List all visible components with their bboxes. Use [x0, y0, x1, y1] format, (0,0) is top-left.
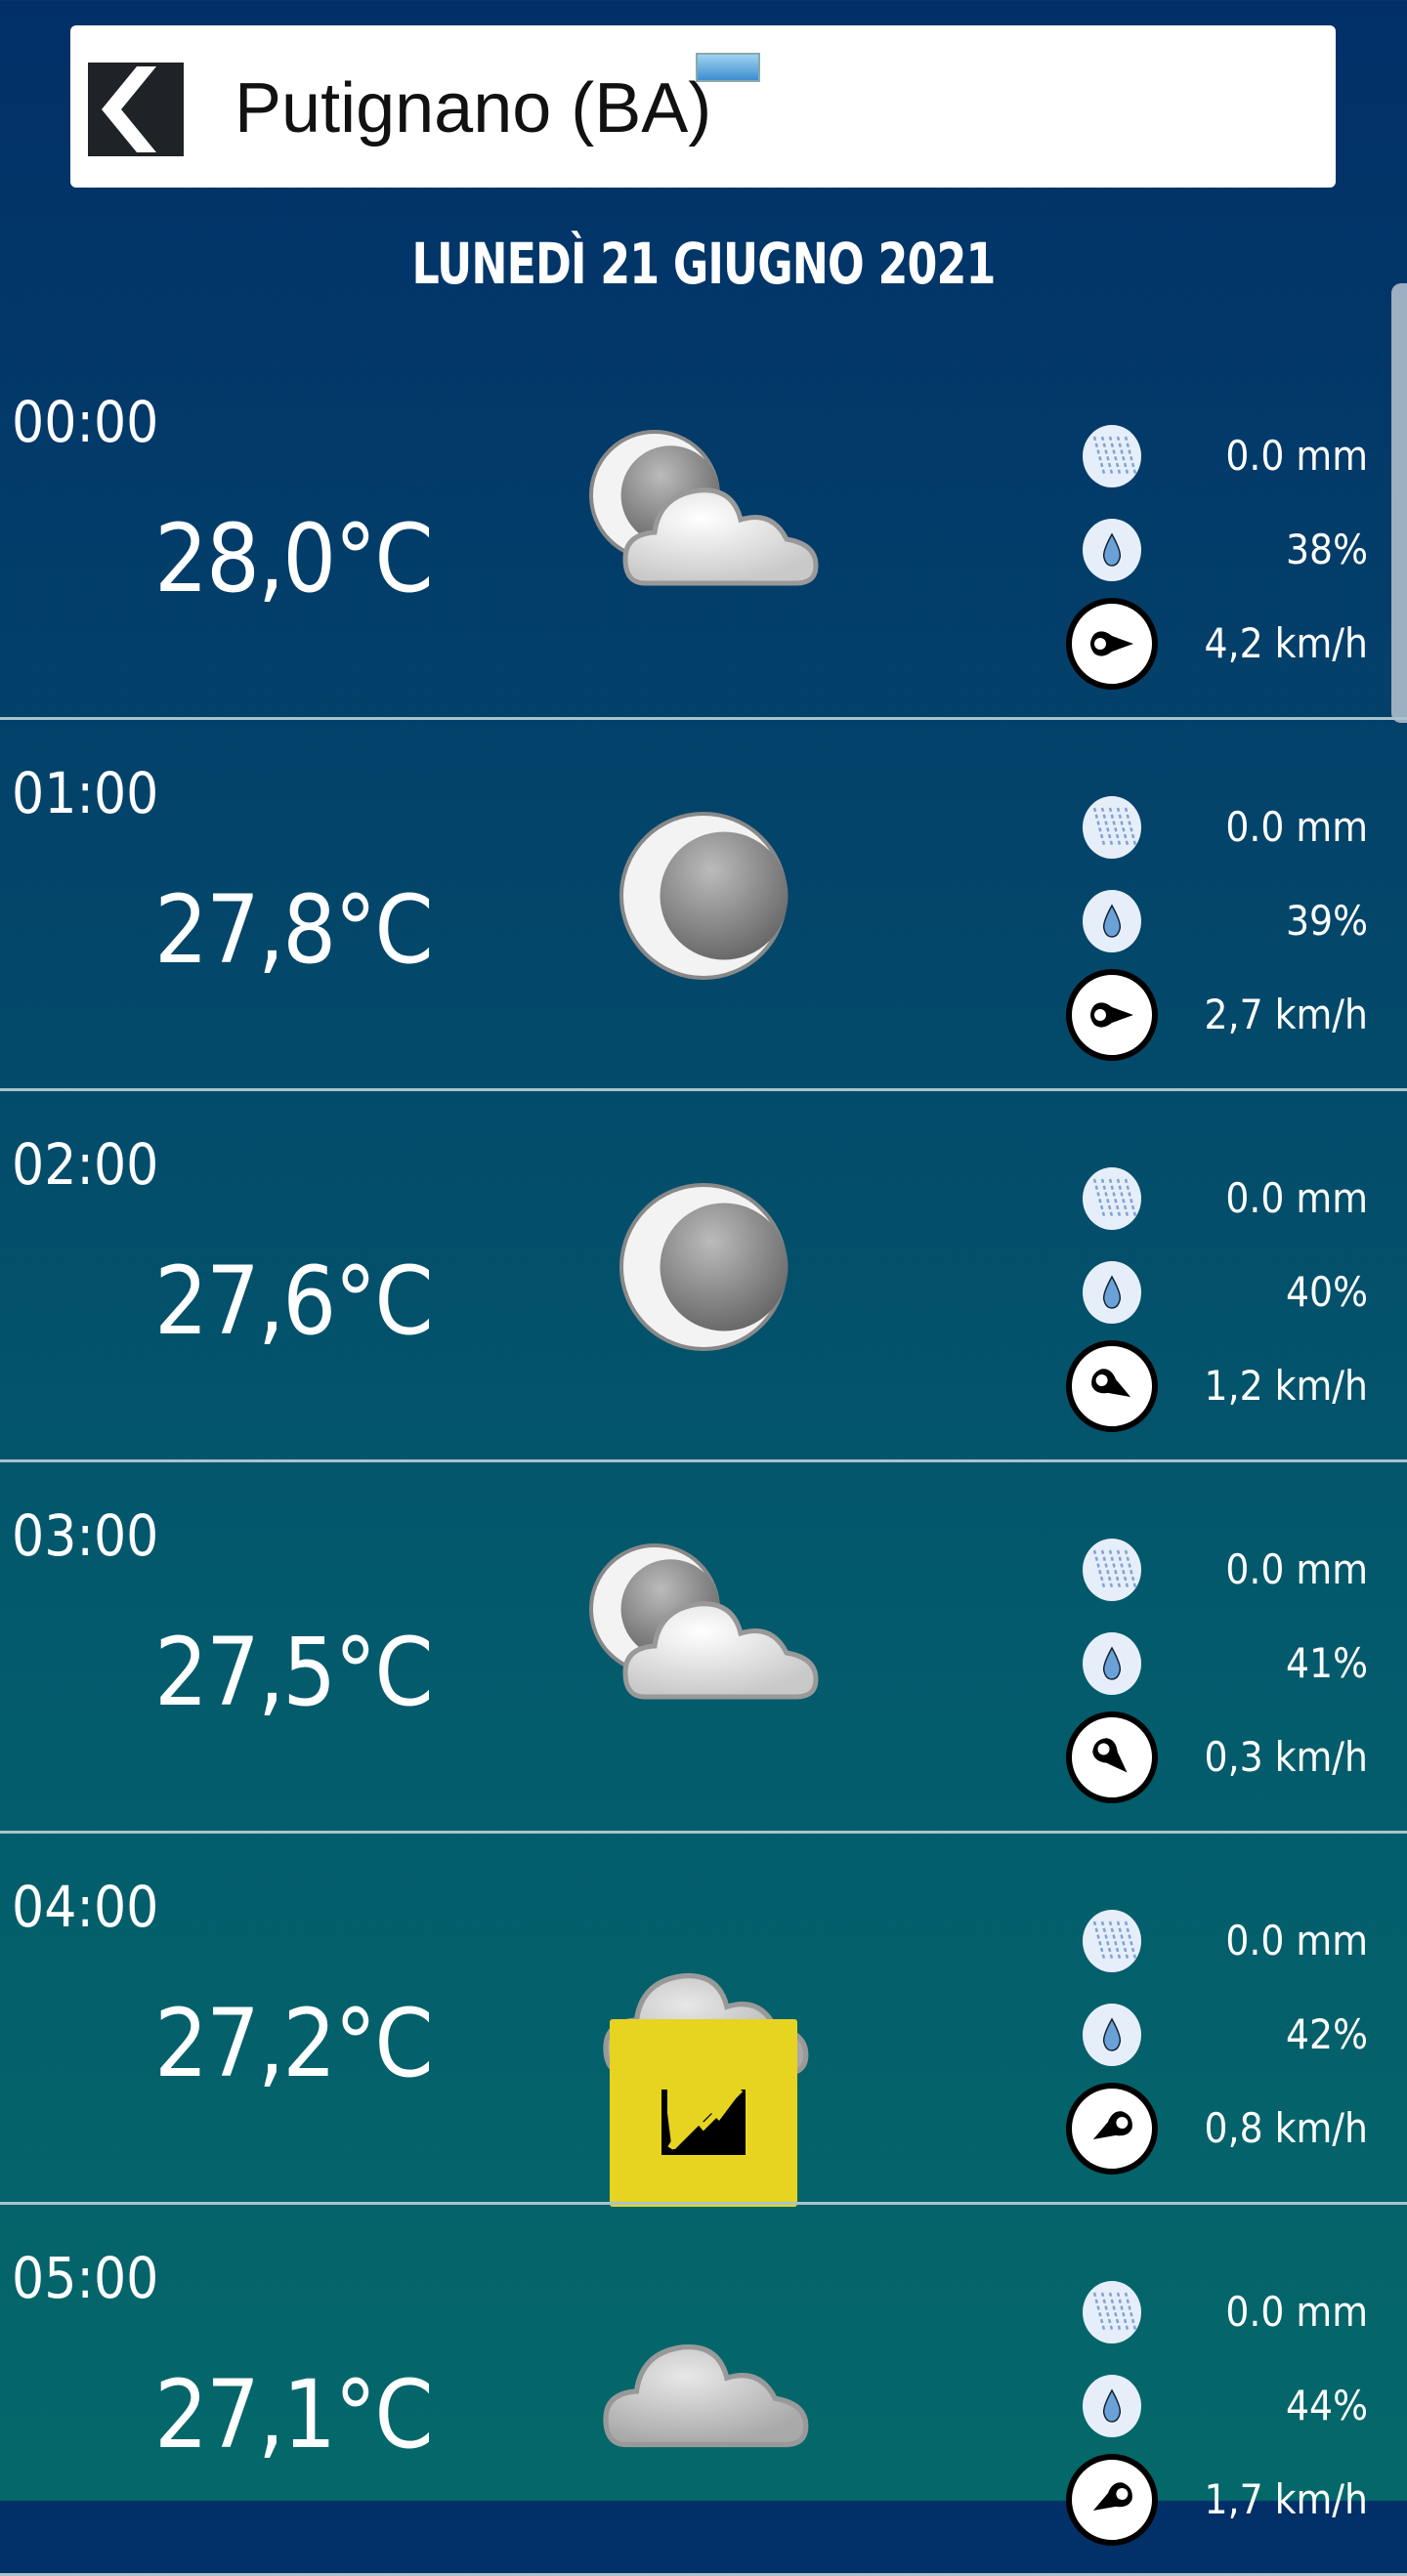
- hour-time: 03:00: [12, 1502, 159, 1569]
- scrollbar[interactable]: [1391, 283, 1407, 723]
- wind-direction-icon: [1066, 2083, 1158, 2175]
- humidity: 40%: [1065, 1253, 1368, 1331]
- wind: 4,2 km/h: [1065, 598, 1368, 690]
- row-divider: [0, 1831, 1407, 1834]
- moon-cloud-icon: [576, 417, 831, 632]
- hour-time: 05:00: [12, 2245, 159, 2311]
- precipitation-value: 0.0 mm: [1225, 1174, 1368, 1222]
- precipitation: 0.0 mm: [1065, 417, 1368, 495]
- humidity-value: 42%: [1286, 2010, 1368, 2058]
- humidity-value: 38%: [1286, 526, 1368, 573]
- moon-cloud-icon: [576, 1531, 831, 1746]
- wind: 0,3 km/h: [1065, 1711, 1368, 1803]
- precipitation: 0.0 mm: [1065, 1902, 1368, 1980]
- precipitation-value: 0.0 mm: [1225, 432, 1368, 480]
- humidity-drop-icon: [1081, 890, 1143, 952]
- humidity-drop-icon: [1081, 1632, 1143, 1695]
- moon-icon: [576, 788, 831, 1003]
- hour-temperature: 27,5°C: [154, 1618, 434, 1727]
- wind: 1,2 km/h: [1065, 1340, 1368, 1432]
- humidity-value: 40%: [1286, 1268, 1368, 1316]
- back-chevron-icon[interactable]: [88, 63, 184, 156]
- hour-time: 04:00: [12, 1874, 159, 1940]
- wind: 0,8 km/h: [1065, 2083, 1368, 2175]
- precipitation: 0.0 mm: [1065, 2273, 1368, 2351]
- wind-speed-value: 1,2 km/h: [1204, 1362, 1368, 1410]
- precipitation: 0.0 mm: [1065, 788, 1368, 866]
- location-header: Putignano (BA): [70, 25, 1336, 188]
- hour-time: 02:00: [12, 1131, 159, 1198]
- precipitation: 0.0 mm: [1065, 1160, 1368, 1238]
- wind-direction-icon: [1066, 1340, 1158, 1432]
- precipitation-value: 0.0 mm: [1225, 803, 1368, 851]
- hour-time: 00:00: [12, 389, 159, 455]
- rain-icon: [1081, 796, 1143, 859]
- chart-button[interactable]: [610, 2019, 797, 2207]
- humidity-value: 39%: [1286, 897, 1368, 945]
- cloud-icon: [576, 2273, 831, 2488]
- cloud-icon: [576, 1902, 831, 2207]
- battery-indicator-icon: [696, 53, 760, 82]
- hour-row[interactable]: 01:00 27,8°C 0.0 mm 39% 2,7 km/h: [0, 720, 1407, 1091]
- wind-speed-value: 0,8 km/h: [1204, 2104, 1368, 2152]
- date-heading: LUNEDÌ 21 GIUGNO 2021: [411, 231, 997, 297]
- hour-temperature: 27,6°C: [154, 1246, 434, 1356]
- wind-direction-icon: [1066, 598, 1158, 690]
- humidity-drop-icon: [1081, 2375, 1143, 2437]
- wind-speed-value: 1,7 km/h: [1204, 2475, 1368, 2523]
- humidity: 39%: [1065, 882, 1368, 960]
- row-divider: [0, 1088, 1407, 1091]
- humidity: 38%: [1065, 511, 1368, 589]
- humidity-drop-icon: [1081, 2004, 1143, 2066]
- wind-speed-value: 0,3 km/h: [1204, 1733, 1368, 1781]
- wind: 1,7 km/h: [1065, 2454, 1368, 2546]
- precipitation: 0.0 mm: [1065, 1531, 1368, 1609]
- hour-temperature: 27,8°C: [154, 875, 434, 985]
- rain-icon: [1081, 1910, 1143, 1972]
- hour-row[interactable]: 02:00 27,6°C 0.0 mm 40% 1,2 km/h: [0, 1091, 1407, 1462]
- humidity: 42%: [1065, 1996, 1368, 2074]
- precipitation-value: 0.0 mm: [1225, 1917, 1368, 1964]
- rain-icon: [1081, 1539, 1143, 1601]
- rain-icon: [1081, 1167, 1143, 1230]
- moon-icon: [576, 1160, 831, 1374]
- precipitation-value: 0.0 mm: [1225, 2288, 1368, 2336]
- hour-row[interactable]: 04:00 27,2°C 0.0 mm 42% 0,8 km/h: [0, 1834, 1407, 2207]
- wind-speed-value: 4,2 km/h: [1204, 619, 1368, 667]
- hour-temperature: 27,2°C: [154, 1989, 434, 2098]
- humidity-drop-icon: [1081, 1261, 1143, 1324]
- wind-speed-value: 2,7 km/h: [1204, 991, 1368, 1038]
- row-divider: [0, 2202, 1407, 2205]
- wind-direction-icon: [1066, 1711, 1158, 1803]
- wind-direction-icon: [1066, 969, 1158, 1061]
- humidity-drop-icon: [1081, 519, 1143, 581]
- line-chart-icon: [661, 2087, 746, 2155]
- wind-direction-icon: [1066, 2454, 1158, 2546]
- hour-row[interactable]: 03:00 27,5°C 0.0 mm 41% 0,3 km/h: [0, 1462, 1407, 1834]
- wind: 2,7 km/h: [1065, 969, 1368, 1061]
- row-divider: [0, 1459, 1407, 1462]
- hour-row[interactable]: 00:00 28,0°C 0.0 mm 38% 4,2 km/h: [0, 349, 1407, 720]
- rain-icon: [1081, 425, 1143, 487]
- humidity: 44%: [1065, 2367, 1368, 2445]
- hour-temperature: 27,1°C: [154, 2360, 434, 2470]
- hour-temperature: 28,0°C: [154, 504, 434, 613]
- hour-row[interactable]: 05:00 27,1°C 0.0 mm 44% 1,7 km/h: [0, 2205, 1407, 2576]
- hour-time: 01:00: [12, 760, 159, 826]
- location-title[interactable]: Putignano (BA): [234, 69, 712, 148]
- rain-icon: [1081, 2281, 1143, 2344]
- row-divider: [0, 717, 1407, 720]
- humidity-value: 41%: [1286, 1639, 1368, 1687]
- humidity: 41%: [1065, 1625, 1368, 1703]
- precipitation-value: 0.0 mm: [1225, 1545, 1368, 1593]
- humidity-value: 44%: [1286, 2382, 1368, 2429]
